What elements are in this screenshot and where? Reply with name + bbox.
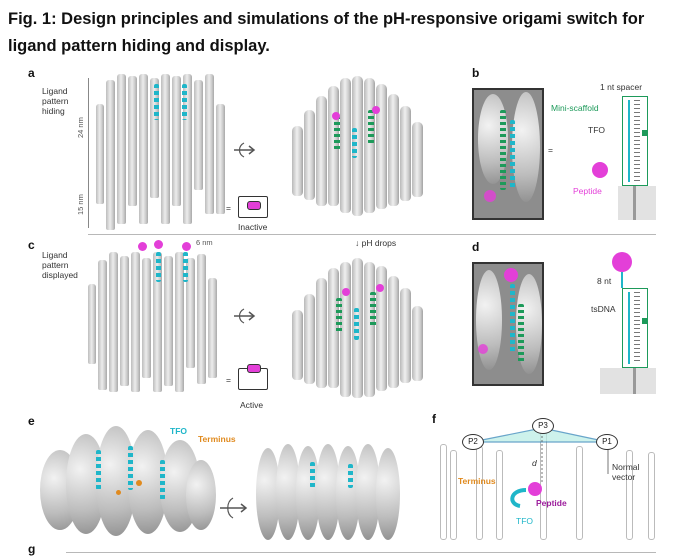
panel-label-d: d: [472, 240, 480, 254]
node-p1: P1: [596, 434, 618, 450]
mini-scaffold-label: Mini-scaffold: [551, 103, 599, 113]
active-state-icon: [238, 364, 268, 390]
origami-side-view-c: [88, 240, 228, 398]
origami-top-view-c: [292, 258, 432, 406]
terminus-label-e: Terminus: [198, 434, 236, 444]
nt-label: 8 nt: [597, 276, 612, 286]
panel-label-b: b: [472, 66, 480, 80]
normal-vector-label: Normal vector: [612, 462, 640, 482]
md-snapshot-e-right: [256, 444, 406, 540]
state-inactive-label: Inactive: [238, 222, 268, 232]
zoom-inset-b: [472, 88, 544, 220]
tsdna-label: tsDNA: [591, 304, 616, 314]
geometry-diagram-f: P3 P2 P1 d Normal vector Terminus Peptid…: [436, 418, 666, 540]
dim-15nm: 15 nm: [76, 194, 85, 215]
origami-side-view-a: [96, 74, 226, 234]
zoom-inset-d: [472, 262, 544, 386]
origami-top-view-a: [292, 76, 432, 226]
panel-g-frame: [66, 552, 656, 553]
rotate-icon: [220, 497, 248, 519]
dim-6nm: 6 nm: [196, 238, 213, 247]
md-snapshot-e-left: [36, 420, 216, 538]
panel-label-c: c: [28, 238, 35, 252]
tfo-label-f: TFO: [516, 516, 533, 526]
tfo-label-b: TFO: [588, 125, 605, 135]
dimension-line: [88, 78, 89, 228]
node-p3: P3: [532, 418, 554, 434]
terminus-label-f: Terminus: [458, 476, 496, 486]
panel-label-g: g: [28, 542, 36, 556]
state-active-label: Active: [240, 400, 264, 410]
peptide-label-b: Peptide: [573, 186, 602, 196]
panel-label-e: e: [28, 414, 35, 428]
spacer-label: 1 nt spacer: [600, 82, 643, 92]
panel-label-a: a: [28, 66, 35, 80]
distance-label: d: [532, 458, 537, 468]
figure-title: Fig. 1: Design principles and simulation…: [8, 10, 645, 55]
tfo-label-e: TFO: [170, 426, 187, 436]
peptide-label-f: Peptide: [536, 498, 567, 508]
panel-c-caption: Ligand pattern displayed: [42, 250, 78, 280]
panel-separator-1: [88, 234, 656, 235]
dim-24nm: 24 nm: [76, 117, 85, 138]
panel-a-caption: Ligand pattern hiding: [42, 86, 69, 116]
panel-label-f: f: [432, 412, 436, 426]
node-p2: P2: [462, 434, 484, 450]
inactive-state-icon: [238, 196, 268, 218]
ph-drops-label: ↓ pH drops: [355, 238, 397, 248]
rotate-icon: [234, 308, 256, 324]
rotate-icon: [234, 142, 256, 158]
